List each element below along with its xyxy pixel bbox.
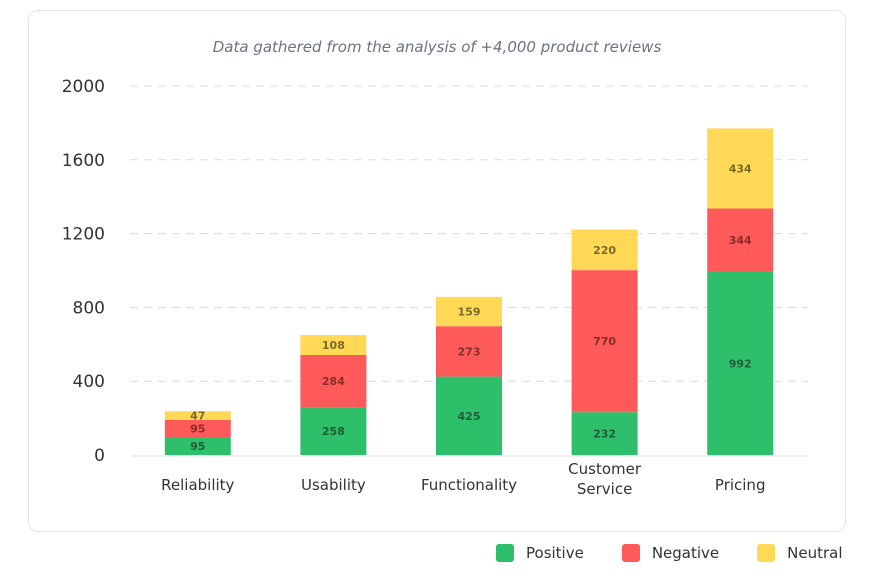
data-label: 425 [458,410,481,423]
y-tick-label: 1200 [62,225,105,245]
bar-segment-positive [300,407,367,455]
legend-swatch [621,544,640,562]
x-tick-label: Customer [568,460,642,478]
y-tick-label: 400 [73,372,105,392]
data-label: 992 [729,357,752,370]
data-label: 95 [190,423,205,436]
data-label: 770 [593,335,616,348]
legend-label: Positive [526,544,584,562]
x-tick-label: Service [577,480,632,498]
legend-item-negative[interactable]: Negative [621,544,720,562]
chart-card [28,10,846,532]
data-label: 344 [729,234,752,247]
x-tick-label: Functionality [421,476,517,494]
data-label: 273 [458,345,481,358]
legend-label: Neutral [787,544,843,562]
bar-segment-neutral [300,335,367,356]
legend-swatch [496,544,514,562]
data-label: 284 [322,375,345,388]
data-label: 434 [729,162,752,175]
bar-segment-positive [164,437,231,455]
y-tick-label: 800 [73,298,105,318]
bar-segment-neutral [571,229,638,271]
x-tick-label: Usability [301,476,366,494]
data-label: 47 [190,410,205,423]
data-label: 95 [190,440,205,453]
bar-segment-negative [164,419,231,438]
y-tick-label: 2000 [62,77,105,97]
y-tick-label: 1600 [62,151,105,171]
bar-segment-negative [300,355,367,408]
data-label: 108 [322,339,345,352]
legend-swatch [757,544,776,562]
data-label: 258 [322,425,345,438]
bar-segment-negative [571,270,638,413]
y-tick-label: 0 [94,446,105,466]
bar-segment-negative [436,326,502,377]
x-tick-label: Reliability [161,476,234,494]
data-label: 232 [593,428,616,441]
legend: Positive Negative Neutral [496,544,875,562]
legend-item-positive[interactable]: Positive [496,544,584,562]
bar-segment-positive [707,271,774,455]
bar-segment-neutral [707,128,774,209]
data-label: 159 [458,306,481,319]
legend-label: Negative [651,544,720,562]
bar-segment-positive [571,412,638,455]
chart-subtitle: Data gathered from the analysis of +4,00… [212,38,662,56]
bar-segment-neutral [436,296,502,327]
x-tick-label: Pricing [715,476,766,494]
bar-segment-positive [436,376,502,455]
bar-segment-neutral [164,411,231,420]
bar-segment-negative [707,208,774,272]
legend-item-neutral[interactable]: Neutral [757,544,843,562]
data-label: 220 [593,244,616,257]
